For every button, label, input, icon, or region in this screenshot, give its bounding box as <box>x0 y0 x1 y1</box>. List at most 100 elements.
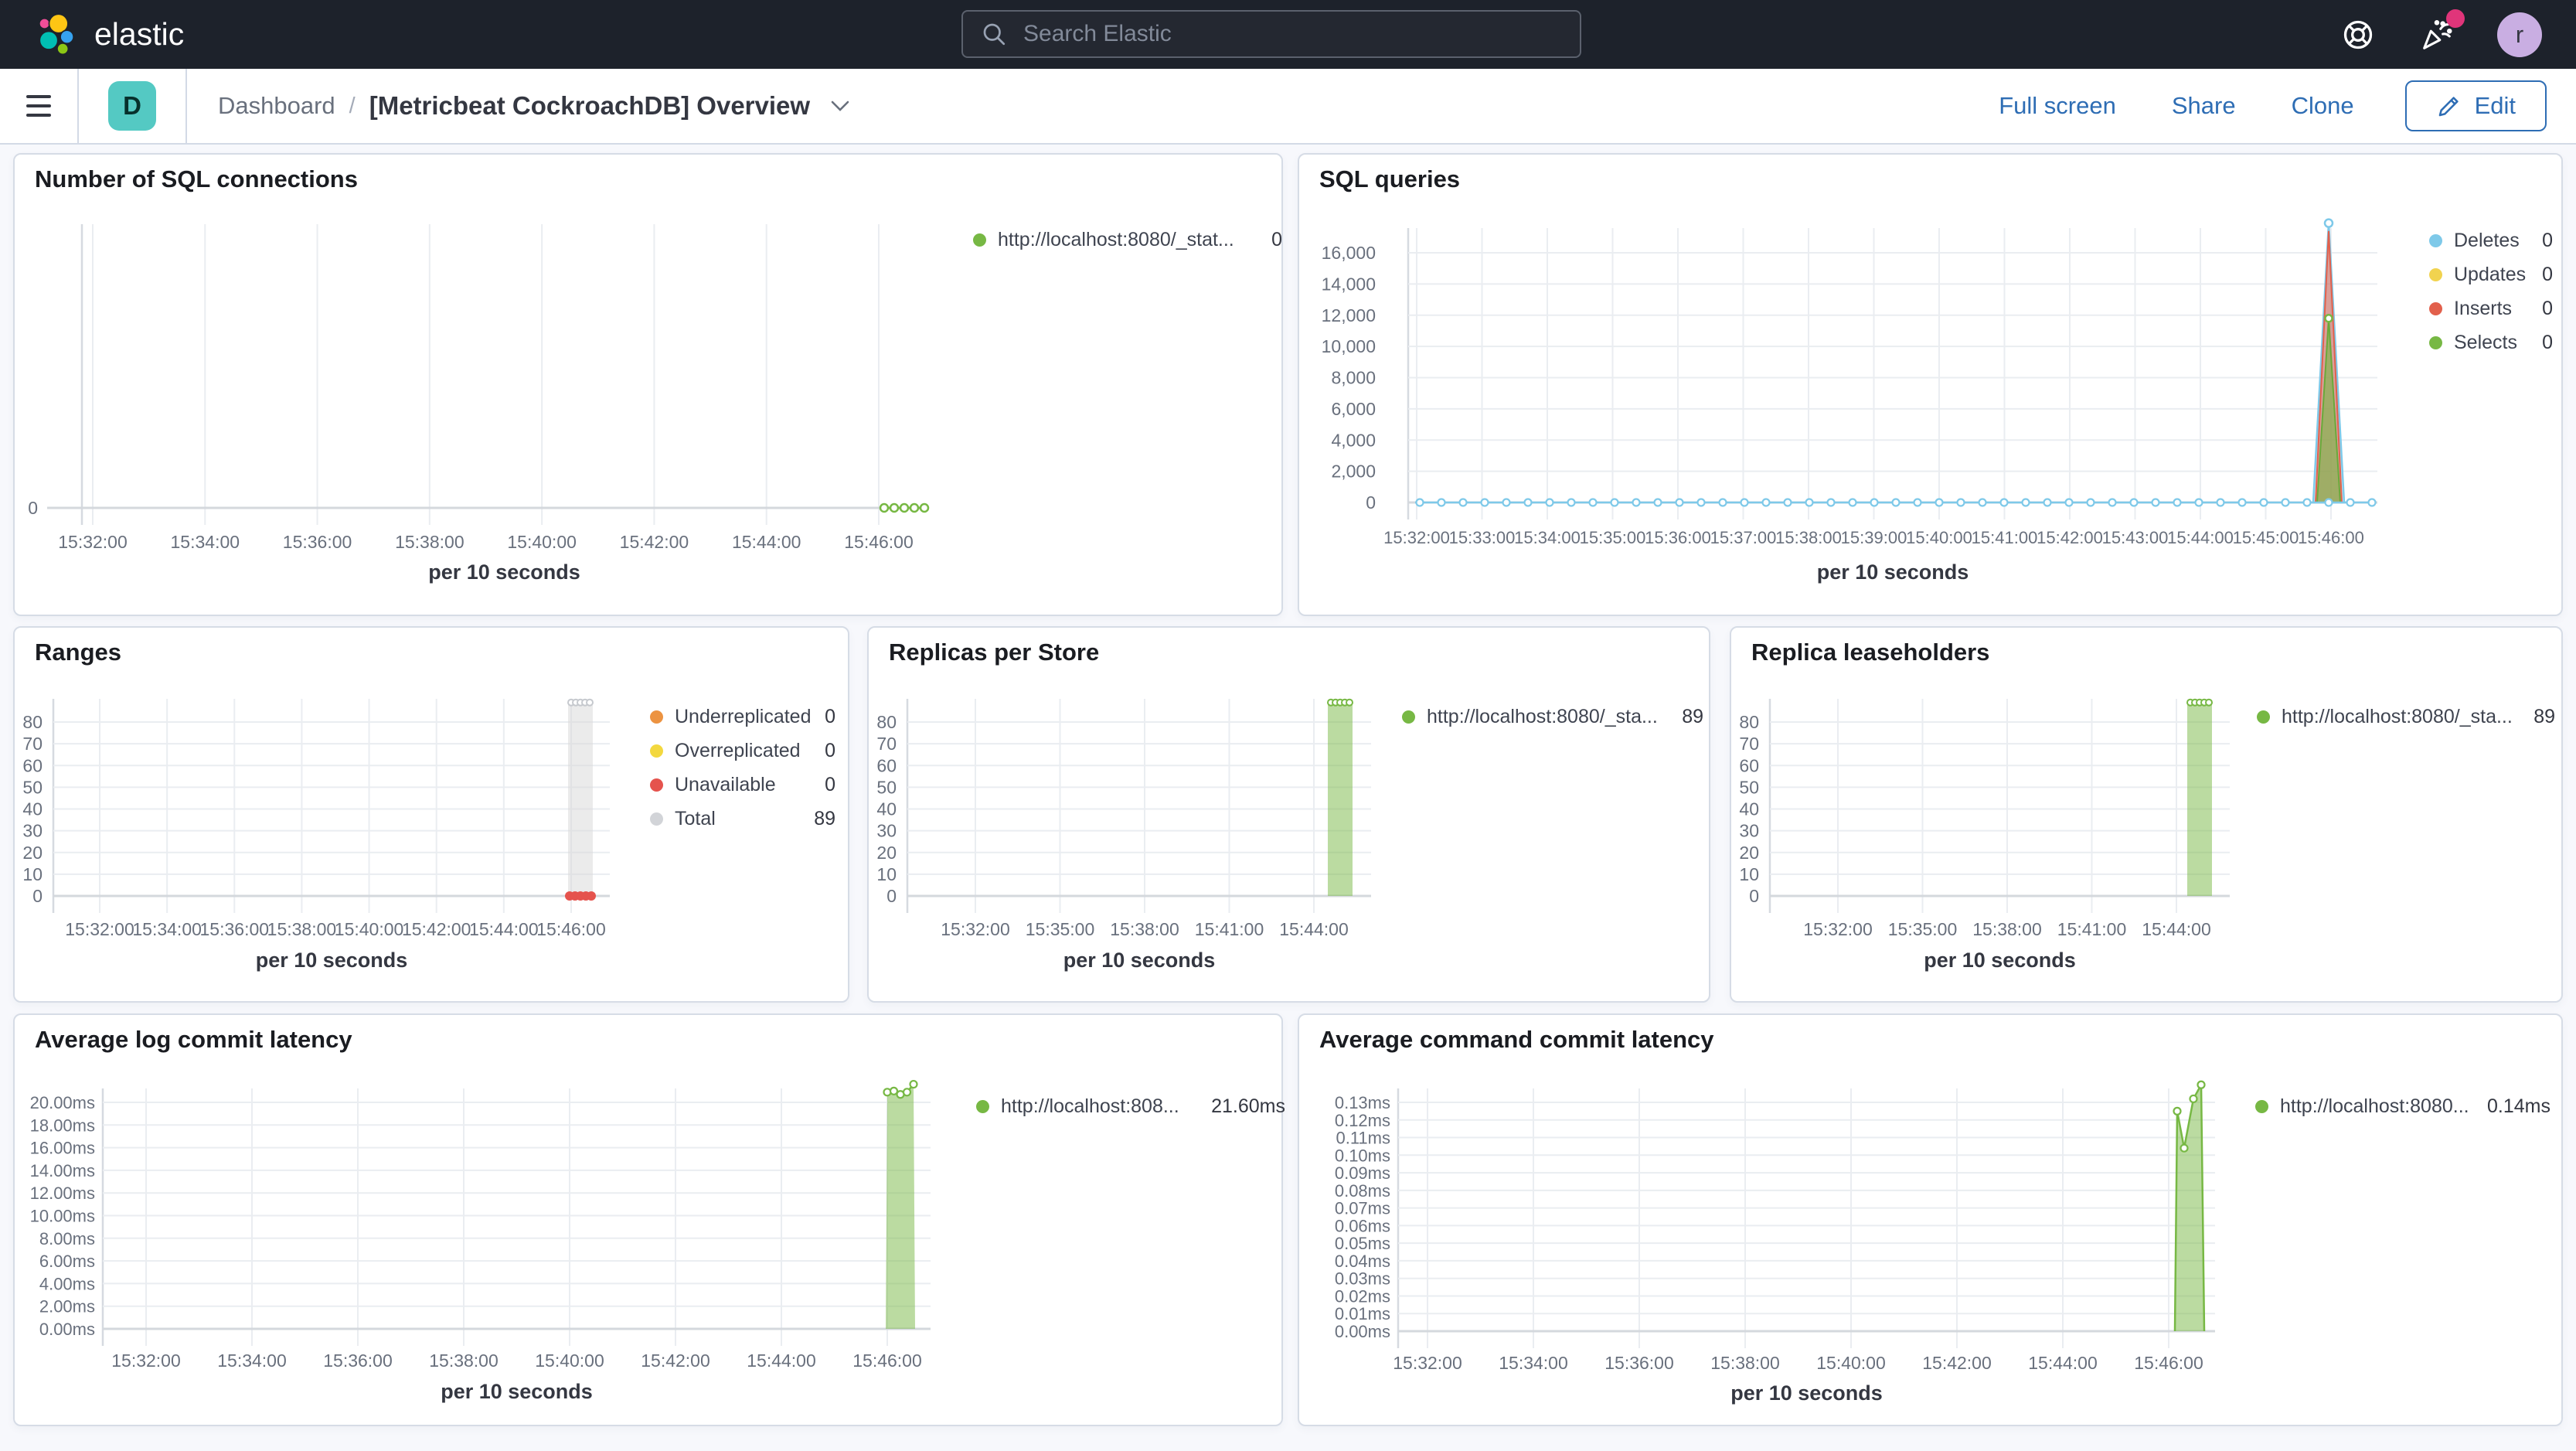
svg-text:15:42:00: 15:42:00 <box>620 532 689 552</box>
edit-button[interactable]: Edit <box>2404 80 2547 131</box>
panel-title: SQL queries <box>1319 165 1461 192</box>
svg-text:15:36:00: 15:36:00 <box>323 1351 393 1371</box>
legend-value: 0.14ms <box>2487 1095 2550 1117</box>
svg-text:15:44:00: 15:44:00 <box>469 919 539 939</box>
legend-item[interactable]: http://localhost:8080/_stat... 0 <box>973 226 1282 254</box>
svg-text:15:44:00: 15:44:00 <box>1279 919 1349 939</box>
series-dot <box>650 812 663 826</box>
legend-item[interactable]: Deletes 0 <box>2429 223 2553 257</box>
svg-text:15:41:00: 15:41:00 <box>1195 919 1264 939</box>
panel-replicas-per-store: Replicas per Store 0 10 20 30 40 50 60 70 80 15:3… <box>867 626 1710 1003</box>
legend-item[interactable]: Updates 0 <box>2429 257 2553 291</box>
breadcrumb-dashboard[interactable]: Dashboard <box>218 92 335 119</box>
panel-title: Number of SQL connections <box>35 165 358 192</box>
panel-replica-leaseholders: Replica leaseholders 0 10 20 30 40 50 60 70 80 15… <box>1730 626 2563 1003</box>
clone-button[interactable]: Clone <box>2287 91 2359 121</box>
svg-text:15:46:00: 15:46:00 <box>844 532 914 552</box>
svg-text:15:43:00: 15:43:00 <box>2102 528 2169 547</box>
chart-sql-queries: 0 2,000 4,000 6,000 8,000 10,000 12,000 14,000 1… <box>1322 218 2377 584</box>
series-dot <box>976 1099 989 1113</box>
chevron-down-icon[interactable] <box>829 98 852 114</box>
avatar[interactable]: r <box>2497 12 2542 57</box>
chart-average-command-commit-latency: 0.00ms0.01ms0.02ms0.03ms0.04ms0.05ms0.06… <box>1335 1080 2215 1405</box>
panel-title: Replica leaseholders <box>1751 639 1990 666</box>
legend-label: Deletes <box>2454 229 2520 251</box>
legend-item[interactable]: http://localhost:8080/_sta... 89 <box>1402 703 1703 731</box>
search-field[interactable] <box>1022 20 1563 48</box>
svg-text:50: 50 <box>876 777 897 797</box>
svg-text:20: 20 <box>876 843 897 863</box>
svg-text:10: 10 <box>876 864 897 884</box>
space-badge[interactable]: D <box>108 81 156 131</box>
svg-text:15:40:00: 15:40:00 <box>1906 528 1972 547</box>
panel-title: Average log commit latency <box>35 1026 352 1053</box>
legend-item[interactable]: http://localhost:808... 21.60ms <box>976 1092 1285 1120</box>
legend-label: Unavailable <box>675 773 776 795</box>
svg-text:70: 70 <box>1739 734 1759 754</box>
legend-item[interactable]: Overreplicated 0 <box>650 734 835 768</box>
share-button[interactable]: Share <box>2167 91 2241 121</box>
svg-text:0.07ms: 0.07ms <box>1335 1199 1390 1218</box>
legend: http://localhost:8080... 0.14ms <box>2255 1092 2550 1120</box>
legend-item[interactable]: Total 89 <box>650 802 835 836</box>
legend-item[interactable]: http://localhost:8080... 0.14ms <box>2255 1092 2550 1120</box>
series-dot <box>2429 233 2442 247</box>
legend-label: http://localhost:808... <box>1001 1095 1179 1117</box>
legend-value: 21.60ms <box>1211 1095 1285 1117</box>
svg-text:0.12ms: 0.12ms <box>1335 1111 1390 1130</box>
svg-text:10: 10 <box>22 864 43 884</box>
divider <box>77 68 79 144</box>
panel-title: Replicas per Store <box>889 639 1100 666</box>
svg-text:16,000: 16,000 <box>1322 243 1376 263</box>
legend: Deletes 0 Updates 0 Inserts 0 Selects 0 <box>2429 223 2553 359</box>
svg-text:15:32:00: 15:32:00 <box>1803 919 1873 939</box>
svg-text:14,000: 14,000 <box>1322 274 1376 294</box>
svg-text:0.06ms: 0.06ms <box>1335 1216 1390 1235</box>
legend-item[interactable]: http://localhost:8080/_sta... 89 <box>2257 703 2555 731</box>
global-header: elastic r <box>0 0 2576 69</box>
svg-text:0.05ms: 0.05ms <box>1335 1234 1390 1253</box>
legend-item[interactable]: Selects 0 <box>2429 325 2553 359</box>
legend-label: http://localhost:8080/_stat... <box>998 228 1234 250</box>
svg-text:per 10 seconds: per 10 seconds <box>1730 1381 1883 1405</box>
legend-label: Total <box>675 807 716 829</box>
svg-text:15:37:00: 15:37:00 <box>1710 528 1777 547</box>
help-button[interactable] <box>2341 18 2375 52</box>
legend-label: Updates <box>2454 263 2527 285</box>
svg-text:80: 80 <box>22 712 43 732</box>
svg-text:15:40:00: 15:40:00 <box>335 919 404 939</box>
svg-text:15:32:00: 15:32:00 <box>941 919 1010 939</box>
svg-text:15:40:00: 15:40:00 <box>507 532 577 552</box>
elastic-logo[interactable]: elastic <box>34 12 184 57</box>
legend-value: 0 <box>825 739 835 761</box>
svg-text:15:35:00: 15:35:00 <box>1888 919 1958 939</box>
menu-button[interactable] <box>0 69 77 143</box>
svg-text:0.11ms: 0.11ms <box>1336 1129 1390 1148</box>
svg-text:15:36:00: 15:36:00 <box>200 919 270 939</box>
legend-item[interactable]: Unavailable 0 <box>650 768 835 802</box>
svg-text:2,000: 2,000 <box>1331 462 1376 482</box>
search-input[interactable] <box>961 10 1581 58</box>
svg-text:15:35:00: 15:35:00 <box>1026 919 1095 939</box>
svg-text:2.00ms: 2.00ms <box>39 1297 95 1316</box>
series-dot <box>650 744 663 758</box>
svg-text:0.10ms: 0.10ms <box>1335 1146 1390 1165</box>
life-buoy-icon <box>2343 20 2373 49</box>
divider <box>185 68 187 144</box>
svg-text:15:34:00: 15:34:00 <box>1499 1353 1568 1373</box>
series-dot <box>650 778 663 792</box>
full-screen-button[interactable]: Full screen <box>1994 91 2121 121</box>
svg-text:0.13ms: 0.13ms <box>1335 1093 1390 1112</box>
news-button[interactable] <box>2418 9 2465 53</box>
legend-item[interactable]: Inserts 0 <box>2429 291 2553 325</box>
svg-text:10: 10 <box>1739 864 1759 884</box>
svg-text:0.09ms: 0.09ms <box>1335 1163 1390 1183</box>
svg-text:20.00ms: 20.00ms <box>30 1093 95 1112</box>
legend-item[interactable]: Underreplicated 0 <box>650 700 835 734</box>
svg-text:0: 0 <box>1749 886 1759 906</box>
svg-text:80: 80 <box>876 712 897 732</box>
legend-value: 89 <box>2533 705 2555 727</box>
svg-text:15:40:00: 15:40:00 <box>535 1351 604 1371</box>
